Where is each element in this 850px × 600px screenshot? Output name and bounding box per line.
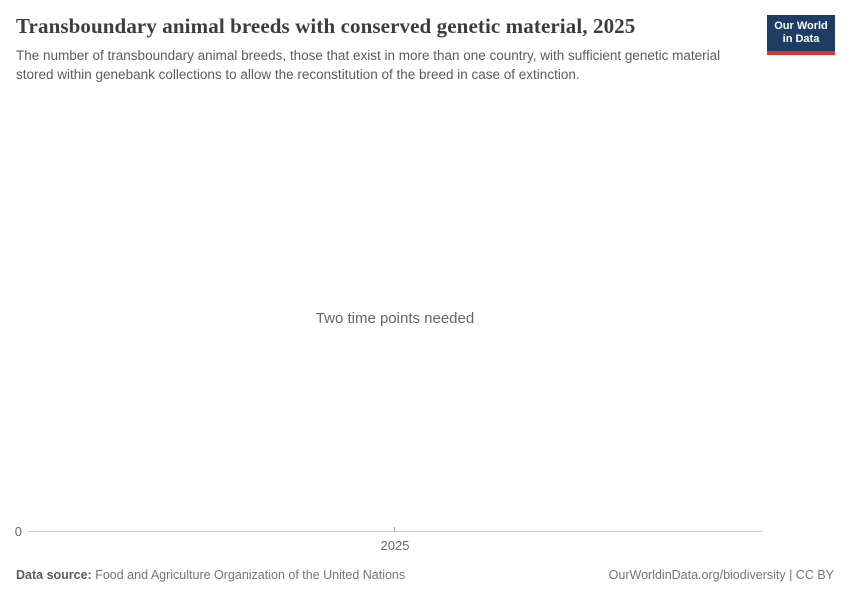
owid-logo[interactable]: Our World in Data bbox=[767, 15, 835, 55]
logo-text-line2: in Data bbox=[782, 33, 820, 46]
data-source-value: Food and Agriculture Organization of the… bbox=[95, 568, 406, 582]
y-axis-zero-label: 0 bbox=[14, 524, 22, 539]
chart-footer: Data source: Food and Agriculture Organi… bbox=[16, 568, 834, 582]
data-source-label: Data source: bbox=[16, 568, 92, 582]
x-axis-tick-label: 2025 bbox=[380, 538, 410, 553]
attribution-link[interactable]: OurWorldinData.org/biodiversity | CC BY bbox=[608, 568, 834, 582]
x-axis-line bbox=[28, 531, 762, 532]
chart-title: Transboundary animal breeds with conserv… bbox=[16, 14, 636, 38]
x-axis-tick bbox=[394, 527, 395, 531]
chart-header-text: Transboundary animal breeds with conserv… bbox=[16, 14, 748, 85]
chart-header: Transboundary animal breeds with conserv… bbox=[16, 14, 835, 85]
chart-subtitle: The number of transboundary animal breed… bbox=[16, 48, 721, 83]
no-data-message: Two time points needed bbox=[315, 310, 475, 327]
data-source: Data source: Food and Agriculture Organi… bbox=[16, 568, 405, 582]
logo-text-line1: Our World bbox=[774, 20, 828, 32]
